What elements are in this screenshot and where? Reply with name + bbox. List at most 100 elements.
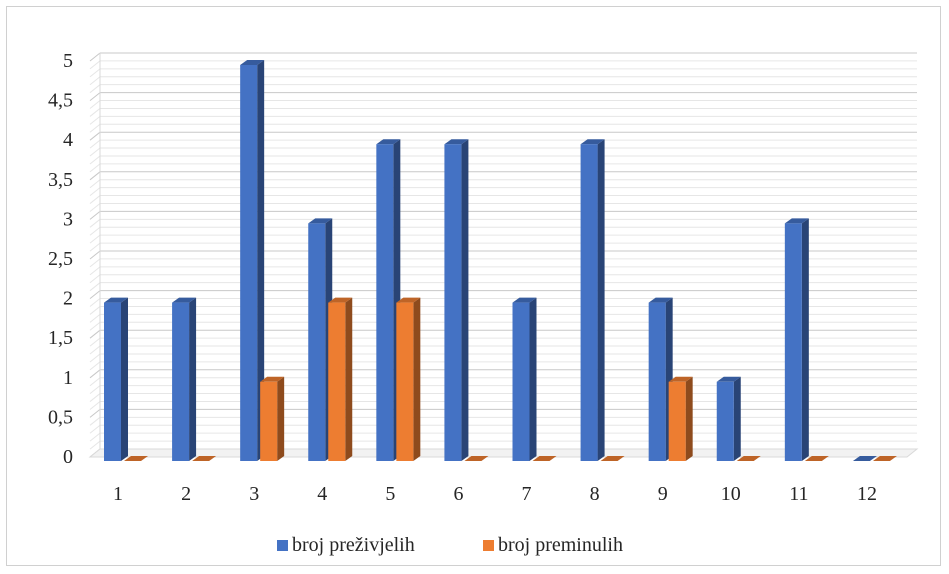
bar-front bbox=[668, 381, 686, 461]
gridline-depth bbox=[89, 76, 101, 86]
bar-top bbox=[328, 297, 353, 303]
bar-preminulih-10 bbox=[736, 456, 761, 461]
bars bbox=[104, 60, 897, 461]
y-tick-label: 4 bbox=[63, 129, 73, 151]
x-tick-label: 1 bbox=[113, 483, 123, 505]
bar-top bbox=[804, 456, 829, 461]
bar-top bbox=[872, 456, 897, 461]
bar-prezivjelih-8 bbox=[580, 139, 605, 461]
gridline-depth bbox=[89, 361, 101, 371]
bar-front bbox=[376, 144, 394, 461]
gridline-depth bbox=[89, 234, 101, 244]
gridline-depth bbox=[89, 187, 101, 197]
gridline-depth bbox=[89, 416, 101, 426]
gridline-depth bbox=[89, 84, 101, 94]
gridline-depth bbox=[89, 345, 101, 355]
gridline-depth bbox=[89, 60, 101, 70]
gridline-depth bbox=[89, 440, 101, 450]
bar-front bbox=[328, 302, 346, 461]
gridline-depth bbox=[89, 393, 101, 402]
bar-top bbox=[464, 456, 489, 461]
legend-swatch bbox=[483, 540, 494, 551]
bar-side bbox=[121, 297, 128, 461]
bar-front bbox=[104, 302, 121, 461]
bar-prezivjelih-3 bbox=[240, 60, 265, 461]
bar-front bbox=[512, 302, 530, 461]
bar-side bbox=[801, 218, 809, 461]
bar-preminulih-1 bbox=[124, 456, 148, 461]
bar-preminulih-2 bbox=[192, 456, 217, 461]
bar-top bbox=[512, 297, 537, 303]
gridline-depth bbox=[89, 321, 101, 331]
bar-preminulih-5 bbox=[396, 297, 421, 461]
bar-front bbox=[784, 223, 802, 461]
bar-side bbox=[189, 297, 197, 461]
bar-prezivjelih-10 bbox=[716, 376, 741, 461]
gridline-depth bbox=[89, 369, 101, 379]
bar-top bbox=[852, 456, 877, 461]
bar-chart: 00,511,522,533,544,55 1 2 3 4 5 6 7 8 9 10 11 12 br… bbox=[48, 50, 919, 556]
gridline-depth bbox=[89, 131, 101, 141]
gridline-depth bbox=[89, 266, 101, 276]
gridline-depth bbox=[89, 218, 101, 228]
bar-side bbox=[413, 297, 421, 461]
bar-prezivjelih-2 bbox=[172, 297, 197, 461]
bar-top bbox=[260, 376, 285, 382]
gridline-depth bbox=[89, 313, 101, 323]
bar-side bbox=[597, 139, 605, 461]
bar-prezivjelih-11 bbox=[784, 218, 809, 461]
bar-preminulih-3 bbox=[260, 376, 285, 461]
gridline-depth bbox=[89, 424, 101, 434]
x-tick-label: 6 bbox=[453, 483, 463, 505]
bar-side bbox=[529, 297, 537, 461]
gridline-depth bbox=[89, 409, 101, 418]
gridline-depth bbox=[89, 290, 101, 299]
bar-top bbox=[532, 456, 557, 461]
gridline-depth bbox=[89, 377, 101, 387]
y-tick-label: 5 bbox=[63, 50, 73, 72]
gridline-depth bbox=[89, 68, 101, 78]
bar-side bbox=[461, 139, 469, 461]
bar-top bbox=[192, 456, 217, 461]
bar-preminulih-9 bbox=[668, 376, 693, 461]
bar-front bbox=[444, 144, 462, 461]
gridline-depth bbox=[89, 147, 101, 157]
bar-preminulih-12 bbox=[872, 456, 897, 461]
x-tick-label: 4 bbox=[317, 483, 327, 505]
gridline-depth bbox=[89, 306, 101, 315]
y-tick-label: 3 bbox=[63, 208, 73, 230]
gridline-depth bbox=[89, 226, 101, 236]
x-tick-label: 10 bbox=[721, 483, 741, 505]
bar-top bbox=[580, 139, 605, 145]
x-tick-label: 2 bbox=[181, 483, 191, 505]
x-tick-label: 5 bbox=[385, 483, 395, 505]
y-tick-label: 0 bbox=[63, 446, 73, 468]
gridline-depth bbox=[89, 108, 101, 117]
gridline-depth bbox=[89, 163, 101, 173]
gridline-depth bbox=[89, 282, 101, 292]
bar-front bbox=[308, 223, 326, 461]
bar-preminulih-6 bbox=[464, 456, 489, 461]
y-tick-label: 1,5 bbox=[48, 327, 73, 349]
bar-side bbox=[277, 376, 285, 461]
gridline-depth bbox=[89, 401, 101, 410]
bar-top bbox=[668, 376, 693, 382]
bar-prezivjelih-1 bbox=[104, 297, 128, 461]
bar-top bbox=[240, 60, 265, 65]
bar-preminulih-4 bbox=[328, 297, 353, 461]
y-tick-label: 2 bbox=[63, 288, 73, 310]
gridline-depth bbox=[89, 115, 101, 125]
gridline-depth bbox=[89, 92, 101, 101]
gridline-depth bbox=[89, 211, 101, 220]
bar-top bbox=[396, 297, 421, 303]
chart-floor bbox=[88, 448, 919, 458]
bar-preminulih-11 bbox=[804, 456, 829, 461]
x-axis-ticks: 1 2 3 4 5 6 7 8 9 10 11 12 bbox=[113, 483, 877, 505]
gridline-depth bbox=[89, 155, 101, 165]
bar-front bbox=[240, 65, 258, 461]
gridline-depth bbox=[89, 123, 101, 133]
gridline-depth bbox=[89, 385, 101, 395]
bar-top bbox=[648, 297, 673, 303]
x-tick-label: 3 bbox=[249, 483, 259, 505]
bar-front bbox=[648, 302, 666, 461]
